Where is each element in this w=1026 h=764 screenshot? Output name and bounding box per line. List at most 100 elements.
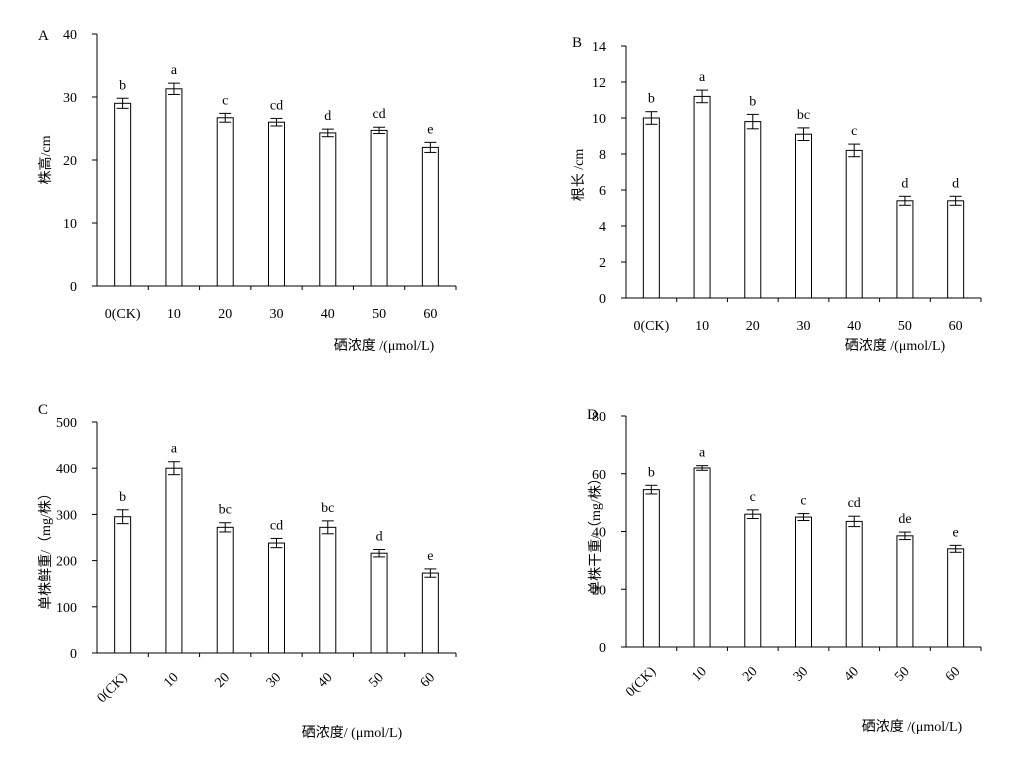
chart-panel-b: B 0 2 4 6 8 10 12 14 b 0(CK) a 10 b 20 bc 30 c 40 d 50 d 60 根长 …: [571, 35, 982, 354]
panel-label: C: [38, 402, 48, 418]
significance-letter: b: [119, 78, 126, 93]
x-tick-label: 20: [746, 319, 760, 334]
y-tick-label: 300: [56, 508, 77, 523]
bar: [744, 121, 762, 299]
bar: [370, 552, 388, 654]
x-tick-label: 10: [161, 670, 182, 691]
y-tick-label: 14: [592, 40, 606, 55]
bar: [370, 129, 388, 287]
bar: [216, 117, 234, 287]
y-tick-label: 40: [592, 526, 606, 541]
chart-panel-c: C 0 100 200 300 400 500 b 0(CK) a 10 bc 20 cd 30 bc 40 d 5…: [38, 402, 457, 741]
significance-letter: b: [119, 490, 126, 505]
significance-letter: de: [898, 512, 911, 527]
x-tick-label: 60: [418, 670, 439, 691]
x-axis-label: 硒浓度/ (μmol/L): [302, 725, 403, 741]
x-tick-label: 0(CK): [95, 670, 131, 706]
y-tick-label: 2: [599, 256, 606, 271]
y-axis-label: 单株鲜重/（mg/株）: [38, 486, 54, 610]
x-tick-label: 50: [892, 664, 913, 685]
x-tick-label: 60: [943, 664, 964, 685]
significance-letter: c: [750, 490, 756, 505]
x-tick-label: 20: [213, 670, 234, 691]
bar: [896, 535, 914, 648]
significance-letter: b: [648, 92, 655, 107]
bar: [795, 133, 812, 299]
significance-letter: bc: [219, 503, 232, 518]
bar: [947, 200, 965, 299]
x-tick-label: 40: [842, 664, 863, 685]
x-tick-label: 50: [366, 670, 387, 691]
significance-letter: cd: [372, 107, 385, 122]
x-tick-label: 60: [423, 307, 437, 322]
bar: [165, 88, 183, 287]
y-tick-label: 12: [592, 76, 606, 91]
x-axis-label: 硒浓度 /(μmol/L): [862, 719, 963, 735]
y-tick-label: 20: [592, 583, 606, 598]
y-axis-label: 株高/cm: [37, 135, 54, 184]
significance-letter: a: [171, 63, 178, 78]
panel-label: D: [587, 407, 598, 423]
bar: [268, 542, 285, 654]
bar: [693, 95, 711, 299]
y-tick-label: 40: [63, 28, 77, 43]
bar: [268, 121, 285, 287]
significance-letter: e: [953, 525, 959, 540]
bar: [165, 467, 183, 654]
bar: [421, 146, 439, 287]
bar: [693, 467, 711, 648]
y-tick-label: 6: [599, 184, 606, 199]
y-tick-label: 20: [63, 154, 77, 169]
x-tick-label: 60: [949, 319, 963, 334]
y-tick-label: 10: [63, 217, 77, 232]
bar: [319, 526, 337, 654]
bar: [114, 102, 132, 287]
panel-label: B: [572, 35, 582, 51]
significance-letter: bc: [321, 501, 334, 516]
significance-letter: cd: [270, 518, 283, 533]
x-tick-label: 40: [315, 670, 336, 691]
bar: [845, 149, 863, 299]
significance-letter: a: [699, 446, 706, 461]
x-tick-label: 30: [791, 664, 812, 685]
bar: [845, 520, 863, 648]
x-tick-label: 10: [689, 664, 710, 685]
x-tick-label: 20: [740, 664, 761, 685]
y-tick-label: 500: [56, 416, 77, 431]
x-tick-label: 20: [218, 307, 232, 322]
y-tick-label: 400: [56, 462, 77, 477]
y-tick-label: 30: [63, 91, 77, 106]
x-tick-label: 10: [695, 319, 709, 334]
bar: [421, 572, 439, 654]
significance-letter: bc: [797, 108, 810, 123]
significance-letter: d: [901, 176, 908, 191]
y-tick-label: 80: [592, 410, 606, 425]
y-tick-label: 0: [599, 292, 606, 307]
chart-panel-a: A 0 10 20 30 40 b 0(CK) a 10 c 20 cd 30 d 40 cd 50 e 60 株高/c…: [37, 28, 457, 354]
y-tick-label: 0: [599, 641, 606, 656]
x-tick-label: 30: [264, 670, 285, 691]
x-tick-label: 40: [847, 319, 861, 334]
y-tick-label: 0: [70, 280, 77, 295]
significance-letter: b: [648, 465, 655, 480]
significance-letter: d: [952, 176, 959, 191]
y-tick-label: 200: [56, 555, 77, 570]
y-tick-label: 0: [70, 647, 77, 662]
y-axis-label: 单株干重/（mg/株）: [588, 471, 604, 595]
bar: [216, 526, 234, 654]
significance-letter: e: [427, 549, 433, 564]
x-axis-label: 硒浓度 /(μmol/L): [845, 338, 946, 354]
panel-label: A: [38, 28, 49, 44]
y-tick-label: 100: [56, 601, 77, 616]
bar: [744, 513, 762, 648]
chart-panel-d: D020406080b0(CK)a10c20c30cd40de50e60单株干重…: [587, 407, 982, 735]
x-tick-label: 50: [372, 307, 386, 322]
significance-letter: c: [851, 124, 857, 139]
significance-letter: c: [222, 93, 228, 108]
significance-letter: cd: [848, 496, 861, 511]
significance-letter: b: [749, 94, 756, 109]
significance-letter: d: [324, 109, 331, 124]
y-tick-label: 8: [599, 148, 606, 163]
x-tick-label: 30: [270, 307, 284, 322]
